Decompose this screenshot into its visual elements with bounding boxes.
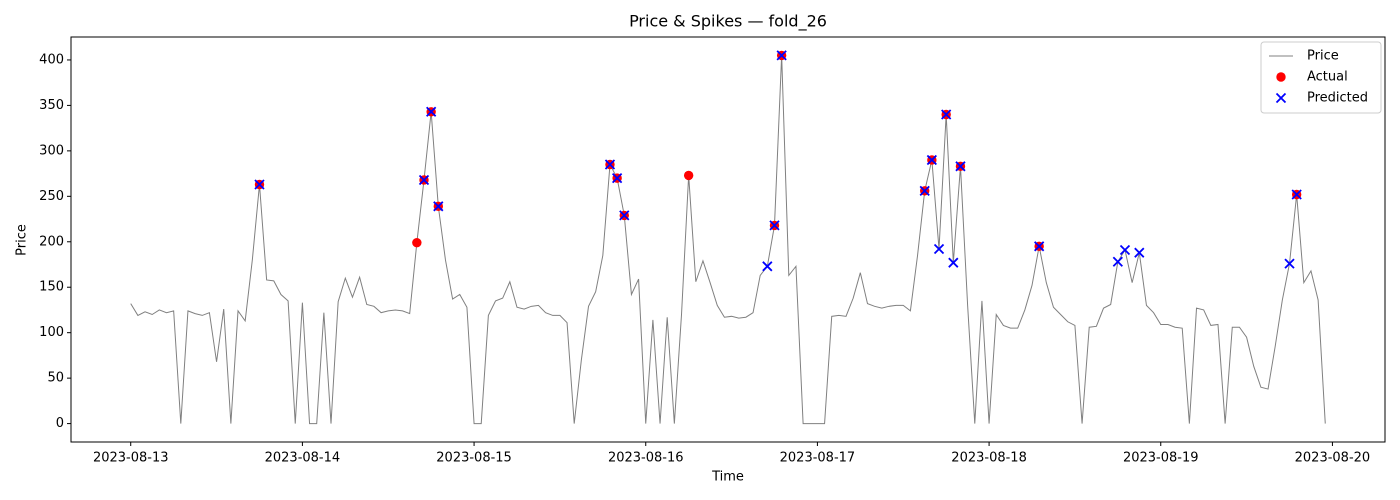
predicted-marker: [933, 243, 945, 255]
y-tick-label: 150: [39, 280, 64, 295]
y-tick-label: 100: [39, 325, 64, 340]
actual-marker: [412, 237, 422, 248]
predicted-marker: [926, 154, 937, 166]
x-tick-label: 2023-08-14: [265, 451, 341, 466]
predicted-marker: [611, 172, 623, 184]
legend-label: Price: [1307, 49, 1339, 64]
predicted-marker: [762, 261, 773, 272]
price-line: [130, 55, 1326, 425]
predicted-marker: [433, 201, 444, 212]
y-tick-label: 250: [39, 189, 64, 204]
legend-label: Predicted: [1307, 91, 1368, 106]
legend-box: [1260, 41, 1382, 114]
x-tick-label: 2023-08-16: [608, 451, 684, 466]
y-tick-label: 50: [47, 371, 64, 386]
y-tick-label: 300: [39, 143, 64, 158]
x-tick-label: 2023-08-15: [436, 451, 512, 466]
predicted-marker: [948, 257, 959, 268]
actual-marker: [683, 170, 694, 181]
x-axis-label: Time: [711, 470, 744, 485]
x-tick-label: 2023-08-18: [951, 451, 1027, 466]
predicted-marker: [254, 179, 265, 190]
x-tick-label: 2023-08-13: [93, 451, 169, 466]
y-tick-label: 350: [39, 98, 64, 113]
plot-frame: [70, 36, 1386, 443]
x-tick-label: 2023-08-20: [1295, 451, 1371, 466]
predicted-marker: [769, 220, 780, 231]
chart-title: Price & Spikes — fold_26: [629, 12, 827, 32]
predicted-marker: [418, 174, 430, 186]
predicted-marker: [955, 161, 966, 172]
predicted-marker: [941, 109, 952, 120]
predicted-marker: [1119, 244, 1131, 256]
predicted-marker: [1284, 258, 1295, 269]
y-tick-label: 400: [39, 52, 64, 67]
legend-swatch: [1275, 92, 1287, 104]
predicted-marker: [619, 210, 630, 221]
y-tick-label: 0: [56, 416, 64, 431]
predicted-marker: [1134, 247, 1145, 258]
x-tick-label: 2023-08-19: [1123, 451, 1199, 466]
legend-swatch: [1276, 72, 1286, 82]
predicted-marker: [919, 185, 930, 197]
predicted-marker: [1034, 241, 1045, 252]
predicted-marker: [1112, 256, 1123, 267]
predicted-marker: [776, 50, 787, 61]
predicted-marker: [604, 159, 616, 170]
x-tick-label: 2023-08-17: [780, 451, 856, 466]
y-tick-label: 200: [39, 234, 64, 249]
predicted-marker: [426, 106, 437, 117]
legend-label: Actual: [1307, 70, 1348, 85]
predicted-marker: [1291, 189, 1302, 200]
y-axis-label: Price: [15, 224, 30, 256]
